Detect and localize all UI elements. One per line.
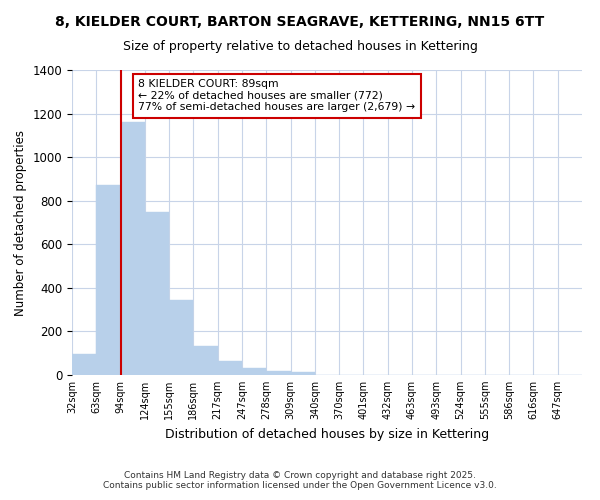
Bar [193,346,218,375]
Bar [242,368,266,375]
Text: Size of property relative to detached houses in Kettering: Size of property relative to detached ho… [122,40,478,53]
Text: 8, KIELDER COURT, BARTON SEAGRAVE, KETTERING, NN15 6TT: 8, KIELDER COURT, BARTON SEAGRAVE, KETTE… [55,15,545,29]
X-axis label: Distribution of detached houses by size in Kettering: Distribution of detached houses by size … [165,428,489,440]
Bar [218,362,242,375]
Bar [121,122,145,375]
Bar [96,185,121,375]
Text: Contains HM Land Registry data © Crown copyright and database right 2025.
Contai: Contains HM Land Registry data © Crown c… [103,470,497,490]
Text: 8 KIELDER COURT: 89sqm
← 22% of detached houses are smaller (772)
77% of semi-de: 8 KIELDER COURT: 89sqm ← 22% of detached… [139,79,415,112]
Bar [169,300,193,375]
Bar [266,370,290,375]
Bar [290,372,315,375]
Bar [145,212,169,375]
Bar [72,354,96,375]
Y-axis label: Number of detached properties: Number of detached properties [14,130,27,316]
